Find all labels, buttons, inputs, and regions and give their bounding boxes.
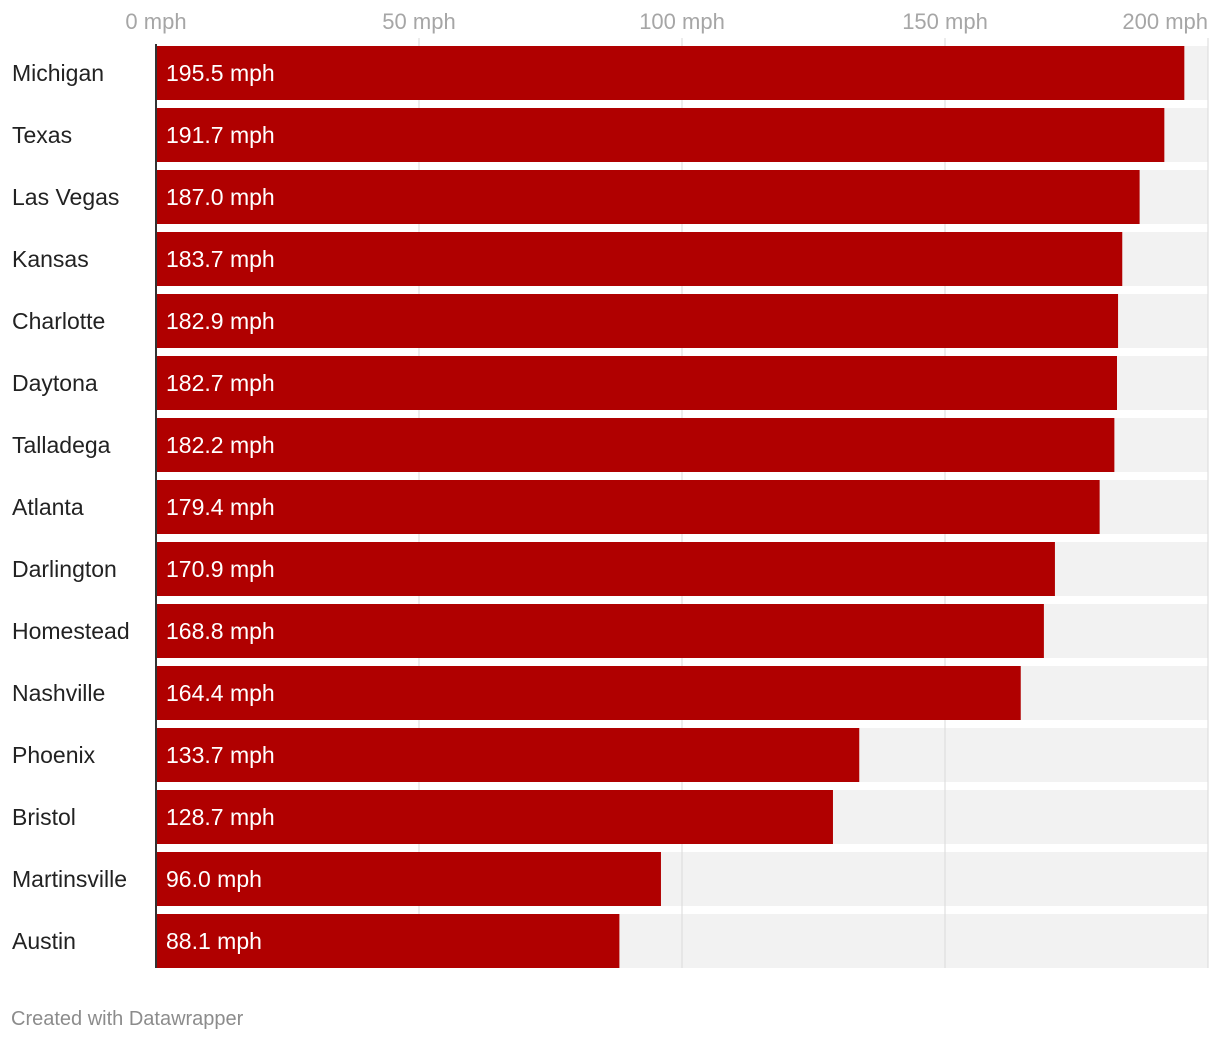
chart-canvas: 0 mph 50 mph 100 mph 150 mph 200 mph Michiga… [12,9,1209,968]
value-label: 168.8 mph [166,618,275,644]
value-label: 179.4 mph [166,494,275,520]
value-label: 191.7 mph [166,122,275,148]
bar [156,604,1044,658]
category-label: Martinsville [12,866,127,892]
category-label: Nashville [12,680,105,706]
category-label: Charlotte [12,308,105,334]
category-label: Michigan [12,60,104,86]
category-label: Phoenix [12,742,96,768]
value-label: 182.9 mph [166,308,275,334]
bar [156,356,1118,410]
bar [156,790,833,844]
category-label: Darlington [12,556,117,582]
bar [156,232,1123,286]
bar [156,666,1021,720]
value-label: 170.9 mph [166,556,275,582]
value-label: 195.5 mph [166,60,275,86]
value-label: 133.7 mph [166,742,275,768]
bar [156,294,1119,348]
category-label: Homestead [12,618,130,644]
category-label: Daytona [12,370,98,396]
bar [156,170,1140,224]
bar [156,542,1055,596]
value-label: 88.1 mph [166,928,262,954]
bar [156,46,1185,100]
bar [156,914,620,968]
category-labels: Michigan Texas Las Vegas Kansas Charlotte Day… [12,60,130,954]
category-label: Atlanta [12,494,84,520]
x-tick-label: 150 mph [902,9,988,34]
value-label: 182.7 mph [166,370,275,396]
bar [156,852,661,906]
x-axis-tick-labels: 0 mph 50 mph 100 mph 150 mph 200 mph [125,9,1208,34]
bar [156,480,1100,534]
value-label: 183.7 mph [166,246,275,272]
x-tick-label: 50 mph [382,9,455,34]
value-labels: 195.5 mph 191.7 mph 187.0 mph 183.7 mph 182.… [166,60,275,954]
category-label: Talladega [12,432,111,458]
category-label: Austin [12,928,76,954]
category-label: Las Vegas [12,184,119,210]
category-label: Kansas [12,246,89,272]
bars [156,46,1185,968]
category-label: Texas [12,122,72,148]
value-label: 96.0 mph [166,866,262,892]
value-label: 128.7 mph [166,804,275,830]
x-tick-label: 0 mph [125,9,186,34]
value-label: 164.4 mph [166,680,275,706]
bar [156,108,1165,162]
x-tick-label: 100 mph [639,9,725,34]
x-tick-label: 200 mph [1122,9,1208,34]
footer-credit: Created with Datawrapper [11,1008,244,1030]
category-label: Bristol [12,804,76,830]
value-label: 187.0 mph [166,184,275,210]
value-label: 182.2 mph [166,432,275,458]
bar [156,418,1115,472]
bar [156,728,860,782]
